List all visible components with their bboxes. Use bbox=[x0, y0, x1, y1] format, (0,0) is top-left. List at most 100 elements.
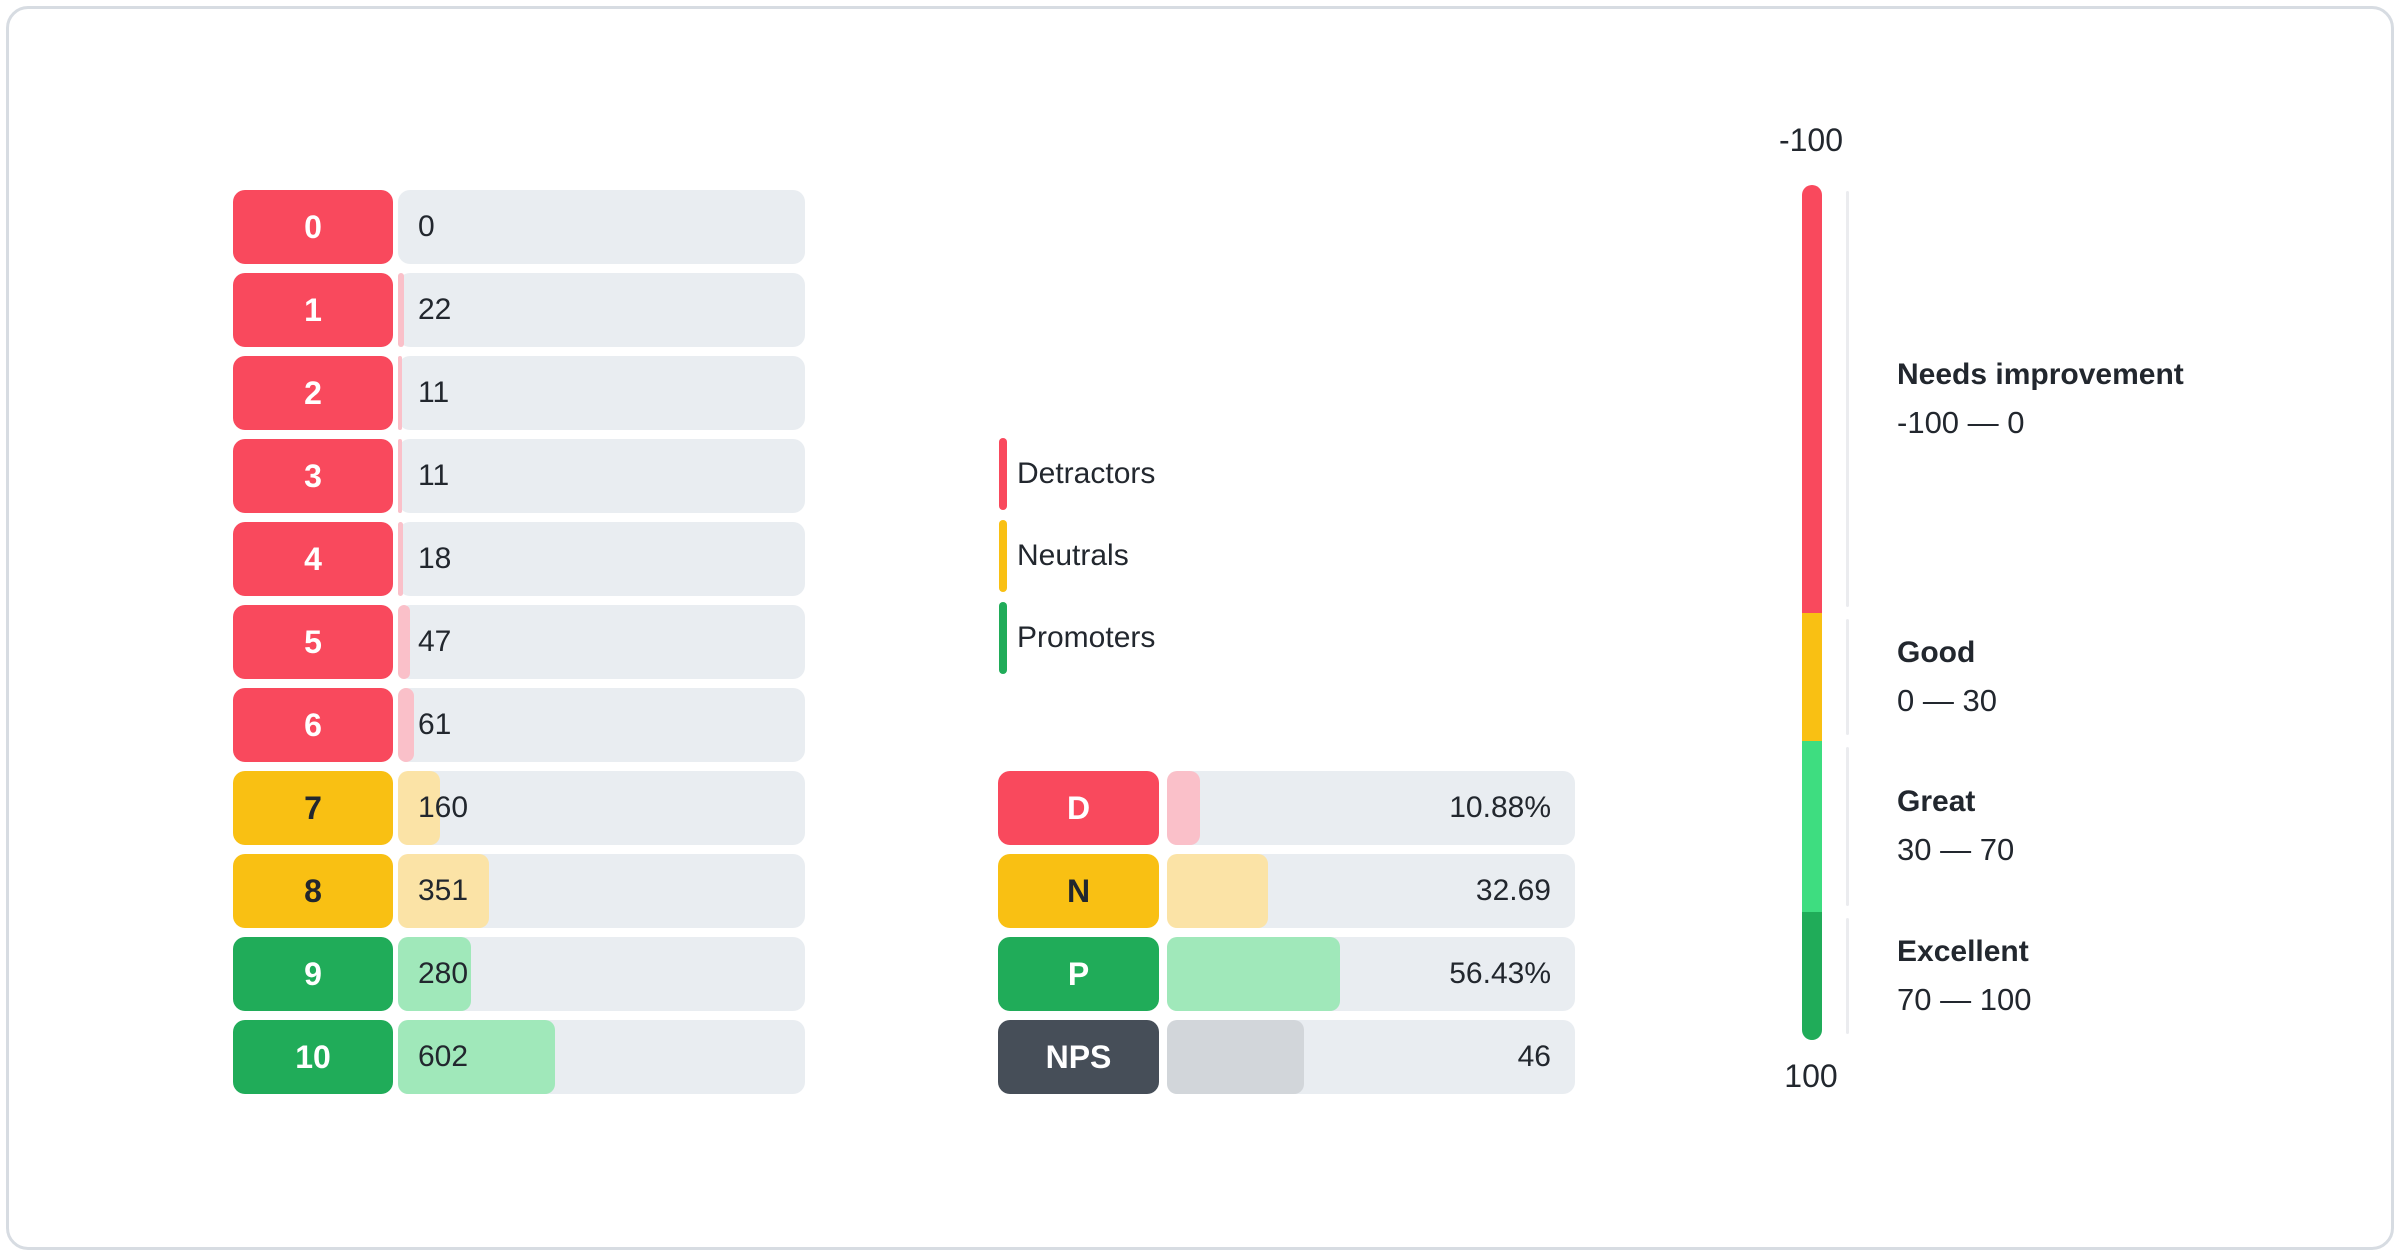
score-bar-fill bbox=[398, 771, 440, 845]
gauge-zone-range: 70 — 100 bbox=[1897, 982, 2032, 1017]
score-pill: 7 bbox=[233, 771, 393, 845]
score-bar-fill bbox=[398, 522, 403, 596]
summary-pill: NPS bbox=[998, 1020, 1159, 1094]
gauge-zone-title: Great bbox=[1897, 785, 1976, 818]
legend-color-tick bbox=[999, 520, 1007, 592]
gauge-zone-range: 30 — 70 bbox=[1897, 832, 2015, 867]
legend-item-promoters: Promoters bbox=[999, 602, 1155, 674]
score-bar-track bbox=[398, 605, 805, 679]
gauge-zone-title: Excellent bbox=[1897, 935, 2029, 968]
histogram-row: 6 61 bbox=[0, 688, 900, 762]
gauge-zone-label: Great 30 — 70 bbox=[1897, 778, 2317, 874]
score-pill: 8 bbox=[233, 854, 393, 928]
score-count: 160 bbox=[418, 791, 469, 824]
score-bar-track bbox=[398, 688, 805, 762]
gauge-guide-segment bbox=[1846, 618, 1849, 735]
score-count: 22 bbox=[418, 293, 452, 326]
score-bar-fill bbox=[398, 356, 402, 430]
score-bar-fill bbox=[398, 1020, 555, 1094]
score-pill: 0 bbox=[233, 190, 393, 264]
histogram-row: 2 11 bbox=[0, 356, 900, 430]
score-bar-fill bbox=[398, 439, 402, 513]
legend-label: Promoters bbox=[1017, 621, 1156, 654]
score-bar-fill bbox=[398, 605, 410, 679]
summary-row-n: N 32.69 bbox=[0, 854, 1600, 928]
score-count: 18 bbox=[418, 542, 452, 575]
score-bar-fill bbox=[398, 688, 414, 762]
gauge-guide-segment bbox=[1846, 917, 1849, 1034]
summary-value: 32.69 bbox=[1475, 874, 1551, 907]
score-count: 11 bbox=[418, 459, 450, 492]
summary-bar-fill bbox=[1167, 937, 1340, 1011]
gauge-zone-range: 0 — 30 bbox=[1897, 683, 1997, 718]
histogram-row: 10 602 bbox=[0, 1020, 900, 1094]
score-bar-track bbox=[398, 522, 805, 596]
score-bar-fill bbox=[398, 854, 489, 928]
gauge-bar bbox=[1802, 185, 1822, 1040]
legend-label: Detractors bbox=[1017, 457, 1156, 490]
histogram-row: 9 280 bbox=[0, 937, 900, 1011]
score-bar-track bbox=[398, 356, 805, 430]
gauge-min-label: 100 bbox=[1784, 1058, 1838, 1094]
histogram-row: 3 11 bbox=[0, 439, 900, 513]
score-bar-track bbox=[398, 273, 805, 347]
gauge-zone-segment bbox=[1802, 911, 1822, 1040]
gauge-zone-range: -100 — 0 bbox=[1897, 405, 2025, 440]
score-count: 61 bbox=[418, 708, 452, 741]
summary-bar-fill bbox=[1167, 854, 1268, 928]
score-pill: 9 bbox=[233, 937, 393, 1011]
legend-item-neutrals: Neutrals bbox=[999, 520, 1129, 592]
score-pill: 6 bbox=[233, 688, 393, 762]
score-count: 351 bbox=[418, 874, 469, 907]
gauge-zone-segment bbox=[1802, 612, 1822, 741]
gauge-zone-title: Needs improvement bbox=[1897, 358, 2184, 391]
score-bar-track bbox=[398, 771, 805, 845]
legend-item-detractors: Detractors bbox=[999, 438, 1155, 510]
gauge-guide-segment bbox=[1846, 746, 1849, 906]
summary-row-p: P 56.43% bbox=[0, 937, 1600, 1011]
score-bar-fill bbox=[398, 937, 471, 1011]
score-count: 11 bbox=[418, 376, 450, 409]
summary-value: 56.43% bbox=[1449, 957, 1551, 990]
score-pill: 1 bbox=[233, 273, 393, 347]
summary-value: 46 bbox=[1517, 1040, 1551, 1073]
histogram-row: 1 22 bbox=[0, 273, 900, 347]
histogram-row: 8 351 bbox=[0, 854, 900, 928]
legend-color-tick bbox=[999, 438, 1007, 510]
gauge-zone-segment bbox=[1802, 740, 1822, 912]
summary-bar-track bbox=[1167, 771, 1575, 845]
score-pill: 3 bbox=[233, 439, 393, 513]
score-bar-fill bbox=[398, 273, 404, 347]
score-pill: 10 bbox=[233, 1020, 393, 1094]
histogram-row: 5 47 bbox=[0, 605, 900, 679]
summary-bar-fill bbox=[1167, 771, 1200, 845]
legend-color-tick bbox=[999, 602, 1007, 674]
score-pill: 4 bbox=[233, 522, 393, 596]
summary-row-d: D 10.88% bbox=[0, 771, 1600, 845]
summary-bar-fill bbox=[1167, 1020, 1304, 1094]
gauge-zone-segment bbox=[1802, 185, 1822, 613]
gauge-zone-label: Excellent 70 — 100 bbox=[1897, 928, 2317, 1024]
histogram-row: 7 160 bbox=[0, 771, 900, 845]
legend-label: Neutrals bbox=[1017, 539, 1129, 572]
summary-pill: P bbox=[998, 937, 1159, 1011]
score-pill: 5 bbox=[233, 605, 393, 679]
gauge-guide-segment bbox=[1846, 191, 1849, 607]
score-count: 602 bbox=[418, 1040, 469, 1073]
gauge-zone-title: Good bbox=[1897, 636, 1976, 669]
summary-pill: D bbox=[998, 771, 1159, 845]
score-count: 47 bbox=[418, 625, 452, 658]
histogram-row: 4 18 bbox=[0, 522, 900, 596]
score-count: 280 bbox=[418, 957, 469, 990]
gauge-zone-label: Good 0 — 30 bbox=[1897, 629, 2317, 725]
score-count: 0 bbox=[418, 210, 435, 243]
score-bar-track bbox=[398, 190, 805, 264]
summary-value: 10.88% bbox=[1449, 791, 1551, 824]
score-pill: 2 bbox=[233, 356, 393, 430]
summary-row-nps: NPS 46 bbox=[0, 1020, 1600, 1094]
summary-pill: N bbox=[998, 854, 1159, 928]
gauge-zone-label: Needs improvement -100 — 0 bbox=[1897, 351, 2317, 447]
score-bar-track bbox=[398, 439, 805, 513]
